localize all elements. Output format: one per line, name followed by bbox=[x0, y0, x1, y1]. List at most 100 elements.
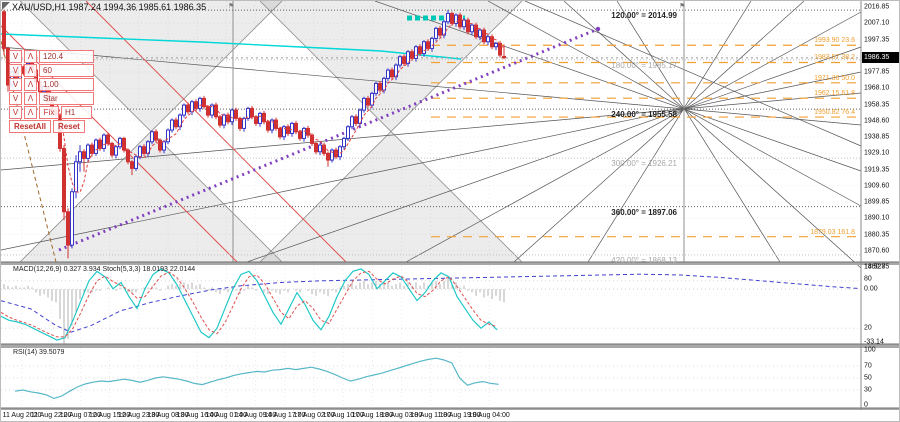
candle-body-down bbox=[154, 131, 158, 141]
candle-body-up bbox=[434, 27, 438, 39]
candle-body-down bbox=[62, 147, 66, 213]
rsi-scale-label: 0 bbox=[864, 401, 868, 409]
candle-body-down bbox=[298, 131, 302, 139]
decrease-button[interactable]: Λ bbox=[24, 78, 37, 91]
decrease-button[interactable]: Λ bbox=[24, 92, 37, 105]
time-tick-label: 14 Aug 01:00 bbox=[205, 412, 248, 419]
fix-button[interactable]: Fix bbox=[39, 106, 59, 119]
candle-body-up bbox=[454, 14, 458, 24]
time-tick-label: 11 Aug 2020 bbox=[2, 412, 42, 419]
candle-body-down bbox=[82, 151, 86, 159]
candle-body-up bbox=[230, 109, 234, 123]
current-price-badge: 1986.35 bbox=[862, 52, 899, 64]
candle-body-up bbox=[246, 107, 250, 119]
value-field-4[interactable]: H1 bbox=[61, 106, 92, 119]
candle-body-down bbox=[234, 109, 238, 119]
reset-button[interactable]: Reset bbox=[53, 120, 85, 133]
control-row: V Λ 1.00 bbox=[9, 78, 129, 92]
increase-button[interactable]: V bbox=[9, 106, 22, 119]
candle-body-up bbox=[414, 46, 418, 59]
time-tick-label: 17 Aug 10:00 bbox=[322, 412, 364, 419]
candle-body-down bbox=[426, 41, 430, 49]
value-field-0[interactable]: 120.4 bbox=[39, 50, 94, 63]
cyan-ma-line bbox=[1, 33, 462, 60]
candle-body-up bbox=[146, 141, 150, 154]
pane-divider bbox=[1, 408, 899, 410]
value-field-2[interactable]: 1.00 bbox=[39, 78, 94, 91]
candle-body-down bbox=[206, 106, 210, 116]
time-tick-label: 17 Aug 18:00 bbox=[351, 412, 394, 419]
increase-button[interactable]: V bbox=[9, 78, 22, 91]
candle-body-up bbox=[446, 12, 450, 23]
candle-body-up bbox=[258, 112, 262, 124]
red-fan-line bbox=[85, 1, 347, 263]
candle-body-down bbox=[186, 104, 190, 113]
red-ma-line bbox=[19, 19, 505, 193]
candle-body-up bbox=[222, 114, 226, 126]
candle-body-up bbox=[330, 149, 334, 161]
candle-body-up bbox=[74, 161, 78, 193]
candle-body-down bbox=[238, 117, 242, 129]
gann-shading-triangle bbox=[20, 132, 282, 262]
candle-body-down bbox=[438, 27, 442, 36]
gann-shading-triangle bbox=[260, 1, 522, 132]
candle-body-down bbox=[498, 42, 502, 56]
gann-ray-line bbox=[616, 1, 781, 263]
candle-body-up bbox=[462, 19, 466, 28]
price-tick-label: 1997.35 bbox=[864, 36, 890, 43]
gann-level-label: 420.00° = 1868.13 bbox=[611, 255, 677, 265]
gann-level-label: 300.00° = 1926.21 bbox=[611, 159, 677, 169]
price-tick-label: 1870.60 bbox=[864, 247, 890, 255]
candle-body-down bbox=[130, 161, 134, 169]
candle-body-up bbox=[318, 144, 322, 153]
candle-body-up bbox=[198, 97, 202, 109]
candle-body-up bbox=[118, 137, 122, 148]
one-click-trading-icon[interactable] bbox=[2, 2, 10, 10]
time-tick-label: 14 Aug 09:00 bbox=[234, 412, 277, 419]
increase-button[interactable]: V bbox=[9, 50, 22, 63]
value-field-1[interactable]: 60 bbox=[39, 64, 94, 77]
gann-level-label: 240.00° = 1955.58 bbox=[611, 110, 677, 120]
increase-button[interactable]: V bbox=[9, 64, 22, 77]
price-tick-label: 1938.85 bbox=[864, 133, 890, 141]
decrease-button[interactable]: Λ bbox=[24, 50, 37, 63]
pane-divider bbox=[1, 262, 899, 265]
rsi-line bbox=[14, 357, 499, 400]
time-tick-label: 18 Aug 19:00 bbox=[439, 412, 481, 419]
gann-ray-line bbox=[513, 1, 805, 263]
decrease-button[interactable]: Λ bbox=[24, 106, 37, 119]
candle-body-up bbox=[478, 29, 482, 38]
decrease-button[interactable]: Λ bbox=[24, 64, 37, 77]
gann-ray-line bbox=[1, 71, 862, 251]
candle-body-down bbox=[174, 119, 178, 128]
candle-body-up bbox=[86, 144, 90, 159]
candle-body-down bbox=[158, 139, 162, 151]
candle-body-down bbox=[402, 56, 406, 64]
candle-body-up bbox=[494, 42, 498, 48]
candle-body-up bbox=[170, 119, 174, 131]
candle-body-up bbox=[290, 122, 294, 134]
gann-control-panel: V Λ 120.4 V Λ 60 V Λ 1.00 V Λ Star V Λ Fix H1 ResetAll Re… bbox=[9, 50, 129, 134]
price-tick-label: 1899.85 bbox=[864, 198, 890, 206]
gann-level-label: 120.00° = 2014.99 bbox=[611, 11, 677, 21]
candle-body-up bbox=[382, 77, 386, 91]
candle-body-up bbox=[134, 156, 138, 169]
candle-body-down bbox=[122, 137, 126, 151]
price-tick-label: 2016.85 bbox=[864, 3, 890, 11]
candle-body-down bbox=[314, 142, 318, 153]
time-tick-label: 14 Aug 17:00 bbox=[264, 412, 306, 419]
control-row: V Λ 120.4 bbox=[9, 50, 129, 64]
reset-all-button[interactable]: ResetAll bbox=[9, 120, 52, 133]
time-tick-label: 11 Aug 22:00 bbox=[30, 412, 72, 419]
stoch-d-line bbox=[1, 270, 498, 338]
gann-ray-line bbox=[587, 1, 752, 263]
candle-body-up bbox=[342, 137, 346, 148]
candle-body-down bbox=[254, 116, 258, 124]
time-tick-label: 13 Aug 08:00 bbox=[147, 412, 189, 419]
macd-main-line bbox=[1, 273, 862, 333]
value-field-3[interactable]: Star bbox=[39, 92, 94, 105]
candle-body-down bbox=[378, 82, 382, 91]
increase-button[interactable]: V bbox=[9, 92, 22, 105]
macd-indicator-label: MACD(12,26,9) 0.327 3.934 Stoch(5,3,3) 1… bbox=[13, 266, 196, 273]
